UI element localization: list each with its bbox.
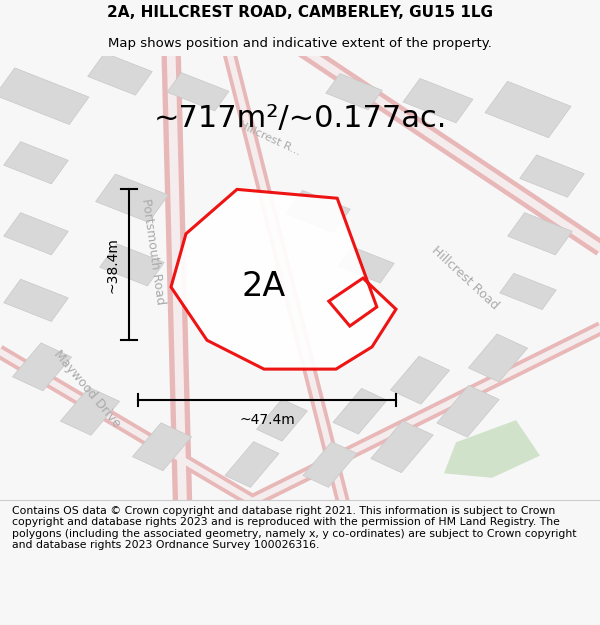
Polygon shape bbox=[61, 388, 119, 435]
Polygon shape bbox=[4, 279, 68, 321]
Polygon shape bbox=[133, 422, 191, 471]
Polygon shape bbox=[403, 79, 473, 122]
Text: Contains OS data © Crown copyright and database right 2021. This information is : Contains OS data © Crown copyright and d… bbox=[12, 506, 577, 550]
Polygon shape bbox=[4, 142, 68, 184]
Polygon shape bbox=[303, 442, 357, 488]
Text: Maywood Drive: Maywood Drive bbox=[51, 348, 123, 430]
Polygon shape bbox=[520, 155, 584, 198]
Polygon shape bbox=[167, 72, 229, 111]
Polygon shape bbox=[444, 420, 540, 478]
Text: Hillcrest Road: Hillcrest Road bbox=[429, 244, 501, 312]
Polygon shape bbox=[326, 74, 382, 110]
Text: 2A, HILLCREST ROAD, CAMBERLEY, GU15 1LG: 2A, HILLCREST ROAD, CAMBERLEY, GU15 1LG bbox=[107, 5, 493, 20]
Polygon shape bbox=[0, 68, 89, 124]
Polygon shape bbox=[88, 53, 152, 95]
Polygon shape bbox=[225, 442, 279, 488]
Polygon shape bbox=[95, 174, 169, 222]
Text: ~47.4m: ~47.4m bbox=[239, 413, 295, 427]
Polygon shape bbox=[286, 191, 350, 232]
Polygon shape bbox=[171, 189, 396, 369]
Text: Map shows position and indicative extent of the property.: Map shows position and indicative extent… bbox=[108, 38, 492, 51]
Text: 2A: 2A bbox=[242, 271, 286, 304]
Polygon shape bbox=[469, 334, 527, 382]
Text: Hillcrest R...: Hillcrest R... bbox=[238, 119, 302, 157]
Polygon shape bbox=[391, 356, 449, 404]
Polygon shape bbox=[371, 421, 433, 472]
Polygon shape bbox=[508, 213, 572, 255]
Polygon shape bbox=[437, 386, 499, 437]
Text: Portsmouth Road: Portsmouth Road bbox=[139, 198, 167, 306]
Polygon shape bbox=[485, 81, 571, 138]
Polygon shape bbox=[257, 399, 307, 441]
Text: ~717m²/~0.177ac.: ~717m²/~0.177ac. bbox=[154, 104, 446, 133]
Text: ~38.4m: ~38.4m bbox=[105, 237, 119, 292]
Polygon shape bbox=[4, 213, 68, 255]
Polygon shape bbox=[500, 273, 556, 309]
Polygon shape bbox=[100, 244, 164, 286]
Polygon shape bbox=[338, 247, 394, 283]
Polygon shape bbox=[13, 343, 71, 391]
Polygon shape bbox=[333, 388, 387, 434]
